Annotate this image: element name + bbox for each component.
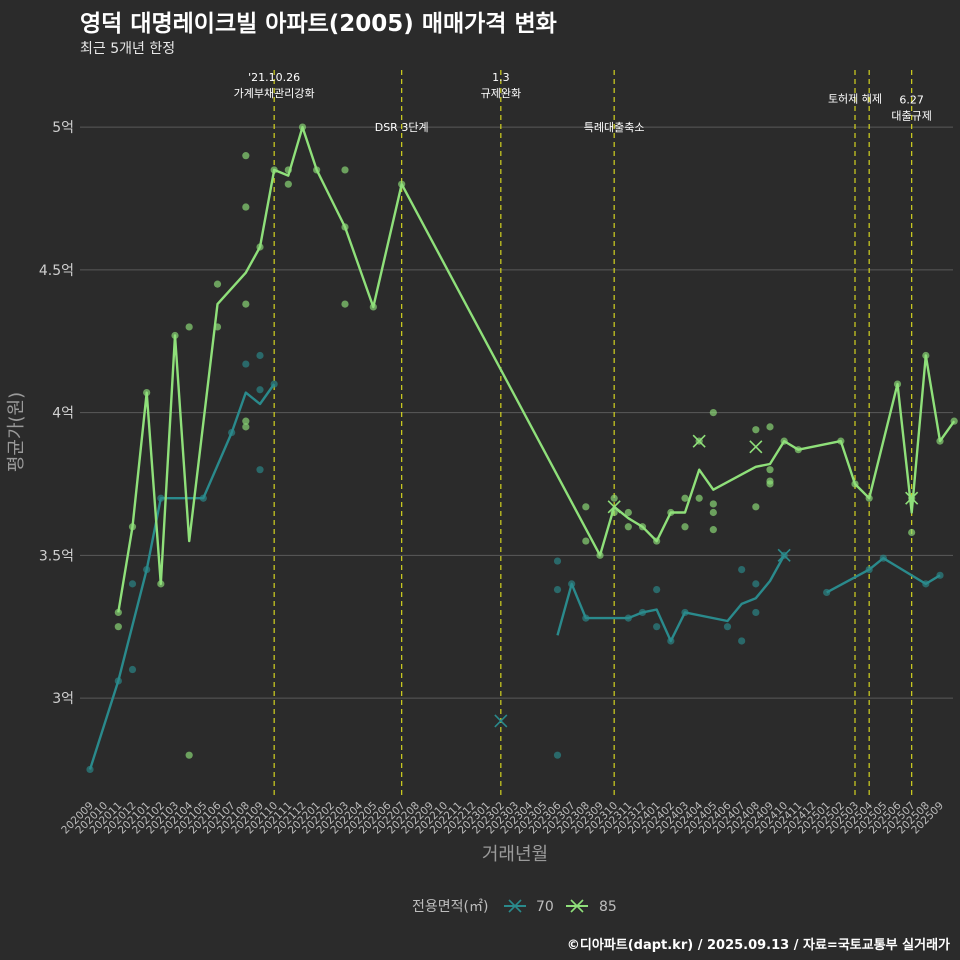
data-point [695,494,703,502]
series-70 [86,351,944,774]
data-point [653,585,661,594]
data-point [341,166,349,174]
series-line [117,125,956,613]
data-point [681,494,689,502]
data-point [256,351,264,360]
data-point [185,323,193,331]
data-point [738,637,746,645]
data-series [86,123,958,774]
cross-marker [777,548,791,562]
data-point [242,152,250,160]
data-point [128,580,137,588]
data-point [256,466,264,474]
data-point [681,523,689,531]
data-point [582,503,590,511]
data-point [553,557,562,565]
x-axis-ticks: 2020092020102020112020122021012021022021… [59,799,946,836]
y-tick-label: 4억 [52,406,74,422]
legend-key-85: 85 [566,899,617,915]
cross-stroke [692,434,706,448]
y-tick-label: 3.5억 [39,548,74,564]
cross-marker [494,714,508,728]
data-point [553,751,562,759]
data-point [185,751,193,759]
cross-marker [749,440,763,454]
data-point [624,523,632,531]
data-point [709,500,717,508]
legend-title: 전용면적(㎡) [412,899,488,915]
data-point [738,566,746,574]
data-point [752,580,760,588]
event-label: 6.27 [899,94,924,107]
data-point [752,608,760,617]
data-point [213,280,222,288]
data-point [114,623,122,631]
data-point [284,180,292,188]
legend-key-70: 70 [504,899,554,915]
data-point [553,585,562,594]
cross-stroke [905,491,919,505]
legend-label-70: 70 [536,899,554,915]
data-point [709,408,717,417]
credit-footer: ©디아파트(dapt.kr) / 2025.09.13 / 자료=국토교통부 실… [566,938,950,953]
series-85 [114,123,958,759]
data-point [766,480,774,488]
cross-marker [607,500,621,514]
data-point [128,665,137,674]
data-point [752,426,760,434]
data-point [256,386,264,394]
chart-subtitle: 최근 5개년 한정 [80,41,176,57]
cross-stroke [494,714,508,728]
data-point [582,537,590,545]
event-label: 특례대출축소 [584,121,645,134]
data-point [709,508,717,517]
event-label: 토허제 해제 [828,92,882,106]
event-label: 규제완화 [481,87,521,100]
event-label: 대출규제 [891,110,931,123]
grid-lines [80,126,953,699]
event-label: DSR 3단계 [375,121,429,134]
data-point [766,466,774,474]
data-point [114,608,122,617]
cross-stroke [777,548,791,562]
data-point [723,623,732,631]
event-label: '21.10.26 [248,71,300,84]
data-point [709,526,717,534]
event-label: 가계부채관리강화 [234,87,315,100]
data-point [242,417,250,425]
cross-stroke [607,500,621,514]
y-tick-label: 5억 [52,120,74,136]
data-point [242,423,250,431]
series-line [826,557,941,594]
data-point [766,423,774,431]
data-point [653,623,661,631]
cross-marker [692,434,706,448]
data-point [610,494,618,502]
legend: 전용면적(㎡) 70 85 [412,899,617,915]
data-point [242,300,250,308]
event-label: 1.3 [492,71,510,84]
data-point [242,360,250,368]
data-point [242,203,250,211]
y-axis-ticks: 3억 3.5억 4억 4.5억 5억 [39,120,74,707]
legend-label-85: 85 [599,899,617,915]
data-point [341,300,349,308]
series-line [88,383,276,770]
series-line [556,554,786,643]
y-tick-label: 4.5억 [39,263,74,279]
data-point [624,508,632,517]
y-axis-label: 평균가(원) [6,392,27,472]
chart-title: 영덕 대명레이크빌 아파트(2005) 매매가격 변화 [80,11,557,37]
cross-stroke [749,440,763,454]
x-axis-label: 거래년월 [482,844,548,865]
data-point [752,503,760,511]
cross-marker [905,491,919,505]
data-point [908,528,916,537]
y-tick-label: 3억 [52,691,74,707]
